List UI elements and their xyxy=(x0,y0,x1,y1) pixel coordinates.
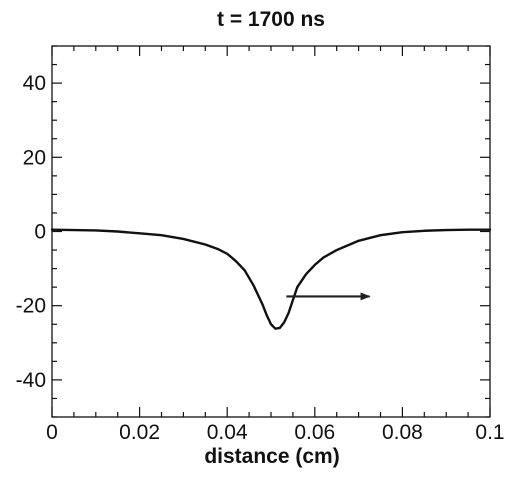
y-tick-label: 40 xyxy=(23,72,46,95)
x-tick-label: 0.08 xyxy=(382,421,423,444)
x-tick-label: 0.06 xyxy=(294,421,335,444)
series-line xyxy=(50,228,492,330)
x-tick-label: 0.02 xyxy=(119,421,160,444)
y-tick-label: -20 xyxy=(16,295,46,318)
x-tick-label: 0.1 xyxy=(475,421,504,444)
x-tick-label: 0 xyxy=(46,421,58,444)
y-tick-label: 20 xyxy=(23,146,46,169)
x-tick-labels: 0 0.02 0.04 0.06 0.08 0.1 xyxy=(46,421,504,444)
y-tick-labels: -40 -20 0 20 40 xyxy=(16,72,46,392)
series-layer xyxy=(50,228,492,330)
x-tick-label: 0.04 xyxy=(207,421,248,444)
ticks-layer xyxy=(51,45,491,418)
y-tick-label: 0 xyxy=(34,221,46,244)
chart-title: t = 1700 ns xyxy=(217,8,325,31)
y-tick-label: -40 xyxy=(16,369,46,392)
x-axis-title: distance (cm) xyxy=(204,445,339,468)
